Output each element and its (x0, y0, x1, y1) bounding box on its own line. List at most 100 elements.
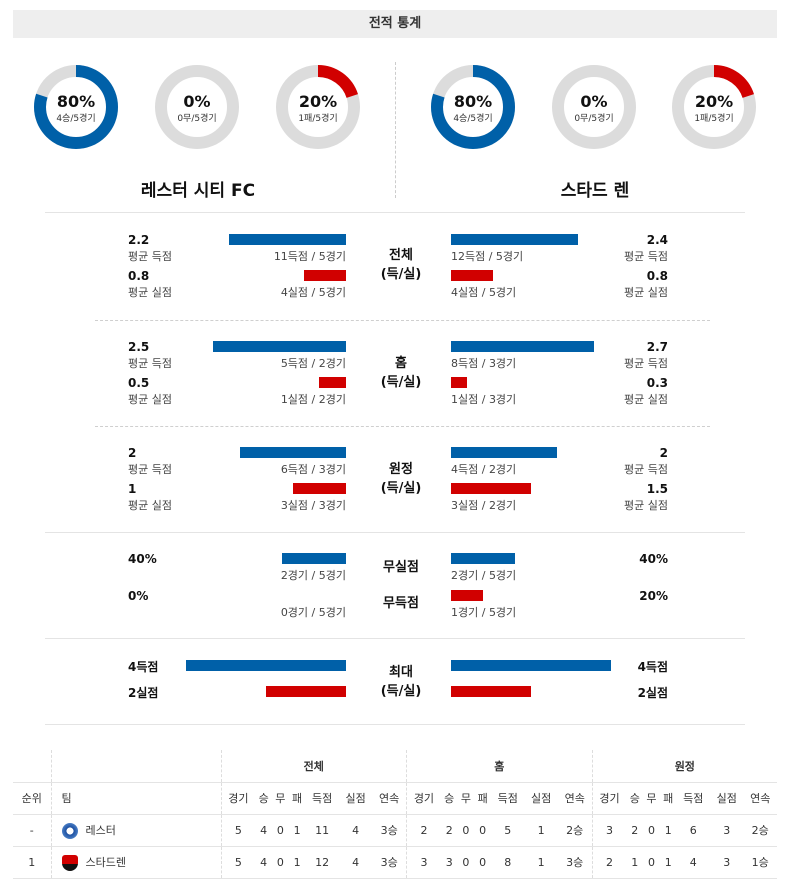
home-scored-bar (229, 234, 346, 245)
rennes-crest-icon (61, 854, 78, 871)
stat-cell: 0 (457, 846, 475, 879)
section-title: 전체 (389, 248, 413, 263)
away-conceded-bar (451, 483, 531, 494)
away-avg-scored-label: 평균 득점 (624, 357, 668, 370)
column-header: 경기 (406, 782, 441, 815)
away-scored-caption: 12득점 / 5경기 (451, 250, 524, 263)
home-scored-caption: 6득점 / 3경기 (280, 463, 346, 476)
home-max-scored-bar (186, 660, 346, 671)
home-conceded-caption: 4실점 / 5경기 (280, 286, 346, 299)
home-conceded-caption: 3실점 / 3경기 (280, 499, 346, 512)
rank-header: 순위 (13, 782, 51, 815)
home-avg-scored: 2.5 (128, 340, 150, 354)
stat-cell: 4 (338, 814, 373, 847)
away-scored-caption: 8득점 / 3경기 (451, 357, 517, 370)
column-header: 무 (457, 782, 475, 815)
stat-cell: 0 (643, 846, 660, 879)
stat-cell: 3승 (372, 814, 407, 847)
away-conceded-bar (451, 270, 493, 281)
column-header: 승 (440, 782, 458, 815)
stat-cell: 1 (524, 814, 558, 847)
table-row: 1 스타드렌 5 4 0 1 12 4 3승 3 3 0 0 8 1 3승 2 1 0 1 4 3 1승 (13, 846, 777, 879)
section-title: 홈 (395, 356, 407, 371)
away-avg-scored-label: 평균 득점 (624, 250, 668, 263)
stat-cell: 5 (220, 814, 256, 847)
donut-percent: 20% (694, 92, 734, 111)
away-team-name: 스타드 렌 (560, 181, 630, 201)
stat-cell: 1 (524, 846, 558, 879)
team-cell: 스타드렌 (50, 846, 221, 879)
stat-cell: 5 (490, 814, 525, 847)
away-draw-donut: 0% 0무/5경기 (552, 65, 636, 149)
column-header: 경기 (220, 782, 256, 815)
away-avg-scored-label: 평균 득점 (624, 463, 668, 476)
clean-sheet-title: 무실점 (383, 560, 419, 575)
home-conceded-bar (304, 270, 346, 281)
home-avg-scored-label: 평균 득점 (128, 250, 172, 263)
section-subtitle: (득/실) (380, 375, 422, 390)
team-name: 스타드렌 (85, 855, 126, 869)
divider (45, 724, 745, 725)
stat-cell: 3승 (557, 846, 593, 879)
home-conceded-bar (293, 483, 346, 494)
stat-cell: 3 (440, 846, 458, 879)
home-avg-conceded: 0.5 (128, 376, 150, 390)
away-noscore-caption: 1경기 / 5경기 (451, 606, 517, 619)
away-scored-bar (451, 341, 594, 352)
section-subtitle: (득/실) (380, 684, 422, 699)
away-noscore-value: 20% (639, 589, 668, 603)
stat-cell: 1승 (743, 846, 777, 879)
section-subtitle: (득/실) (380, 481, 422, 496)
donut-caption: 0무/5경기 (177, 114, 217, 124)
home-loss-donut: 20% 1패/5경기 (276, 65, 360, 149)
away-conceded-bar (451, 377, 467, 388)
stat-cell: 1 (659, 846, 677, 879)
away-avg-conceded-label: 평균 실점 (624, 499, 668, 512)
away-avg-conceded-label: 평균 실점 (624, 393, 668, 406)
home-avg-conceded-label: 평균 실점 (128, 499, 172, 512)
home-max-conceded-bar (266, 686, 346, 697)
team-cell: 레스터 (50, 814, 221, 847)
home-max-scored: 4득점 (128, 660, 159, 674)
stat-cell: 2 (406, 814, 441, 847)
home-clean-value: 40% (128, 552, 157, 566)
column-header: 득점 (305, 782, 339, 815)
away-clean-caption: 2경기 / 5경기 (451, 569, 517, 582)
away-conceded-caption: 4실점 / 5경기 (451, 286, 517, 299)
stat-cell: 2승 (743, 814, 777, 847)
away-max-conceded-bar (451, 686, 531, 697)
away-win-donut: 80% 4승/5경기 (431, 65, 515, 149)
away-conceded-caption: 3실점 / 2경기 (451, 499, 517, 512)
column-header: 득점 (490, 782, 525, 815)
home-avg-scored: 2.2 (128, 233, 150, 247)
donut-caption: 0무/5경기 (574, 114, 614, 124)
away-avg-conceded: 1.5 (646, 482, 668, 496)
home-avg-scored-label: 평균 득점 (128, 463, 172, 476)
away-avg-conceded: 0.8 (646, 269, 668, 283)
group-header-total: 전체 (220, 750, 407, 783)
standings-table: 전체 홈 원정 순위 팀 경기 승 무 패 득점 실점 연속 경기 승 무 패 득점 실점 연속 경기 승 무 패… (13, 750, 777, 879)
home-avg-conceded: 0.8 (128, 269, 150, 283)
away-avg-scored: 2 (659, 446, 668, 460)
section-subtitle: (득/실) (380, 267, 422, 282)
away-avg-conceded: 0.3 (646, 376, 668, 390)
column-header: 실점 (709, 782, 744, 815)
away-scored-bar (451, 234, 578, 245)
column-header: 연속 (743, 782, 777, 815)
home-clean-caption: 2경기 / 5경기 (280, 569, 346, 582)
stat-cell: 3 (709, 814, 744, 847)
column-header: 무 (643, 782, 660, 815)
away-avg-scored: 2.7 (646, 340, 668, 354)
page-title: 전적 통계 (13, 10, 777, 38)
away-scored-caption: 4득점 / 2경기 (451, 463, 517, 476)
away-avg-scored: 2.4 (646, 233, 668, 247)
home-draw-donut: 0% 0무/5경기 (155, 65, 239, 149)
stat-cell: 0 (271, 846, 289, 879)
stat-cell: 4 (255, 814, 272, 847)
team-name: 레스터 (85, 823, 116, 837)
divider (95, 426, 710, 427)
home-conceded-bar (319, 377, 346, 388)
header-row: 순위 팀 경기 승 무 패 득점 실점 연속 경기 승 무 패 득점 실점 연속 경기 승 무 패 득점 실점 연속 (13, 782, 777, 815)
stat-cell: 8 (490, 846, 525, 879)
column-header: 경기 (591, 782, 627, 815)
